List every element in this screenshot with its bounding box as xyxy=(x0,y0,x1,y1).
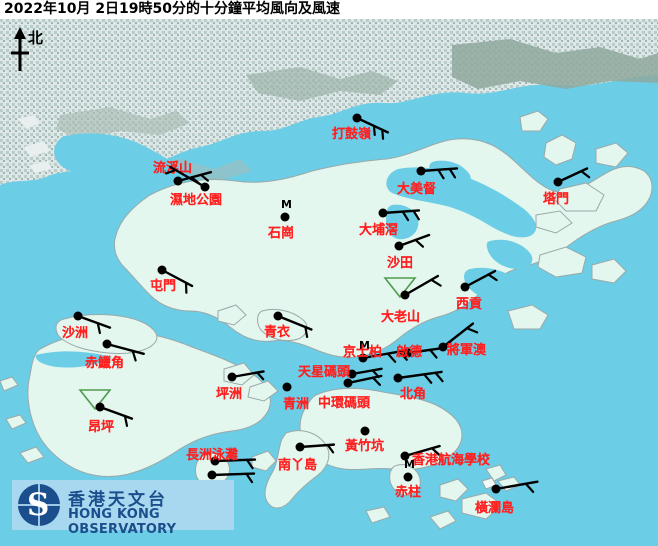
station-marker-dot xyxy=(103,340,111,348)
wind-barb xyxy=(355,116,390,140)
logo-name-en: HONG KONG OBSERVATORY xyxy=(68,507,177,537)
station-label-stanley: 赤柱 xyxy=(395,485,422,500)
wind-barb xyxy=(160,268,194,294)
station-label-wetland-park: 濕地公園 xyxy=(170,193,223,208)
wind-barb xyxy=(346,374,383,386)
m-marker: M xyxy=(281,198,292,211)
station-marker-dot xyxy=(208,471,216,479)
station-marker-dot xyxy=(461,283,469,291)
map-canvas[interactable]: 北 流浮山濕地公園M石崗打鼓嶺大美督大埔滘沙田塔門屯門青衣大老山西貢M京士柏啟德… xyxy=(0,19,658,546)
station-marker-dot xyxy=(361,427,369,435)
wind-barb xyxy=(98,405,134,427)
station-label-tai-mei-tuk: 大美督 xyxy=(397,182,437,197)
radar-triangle-icon xyxy=(78,389,112,411)
station-label-chek-lap-kok: 赤鱲角 xyxy=(85,356,125,371)
wind-barb xyxy=(213,458,257,470)
wind-barb xyxy=(105,342,145,362)
station-marker-dot xyxy=(74,312,82,320)
wind-barb xyxy=(403,444,441,458)
wind-barb xyxy=(441,322,479,349)
wind-barb xyxy=(419,167,459,180)
station-label-green-island: 青洲 xyxy=(283,397,310,412)
wind-barb xyxy=(494,480,539,494)
station-label-tseung-kwan-o: 將軍澳 xyxy=(447,343,487,358)
station-label-sha-chau: 沙洲 xyxy=(62,326,89,341)
station-label-tap-mun: 塔門 xyxy=(543,192,570,207)
m-marker: M xyxy=(359,339,370,352)
station-marker-dot xyxy=(379,209,387,217)
hko-swirl-logo-icon: S xyxy=(18,484,60,526)
wind-barb xyxy=(403,274,442,297)
station-marker-dot xyxy=(353,114,361,122)
station-marker-dot xyxy=(401,452,409,460)
station-marker-dot xyxy=(348,370,356,378)
station-label-star-ferry: 天星碼頭 xyxy=(298,365,351,380)
wind-barb xyxy=(406,346,445,359)
station-marker-dot xyxy=(274,312,282,320)
station-marker-dot xyxy=(417,167,425,175)
station-label-peng-chau: 坪洲 xyxy=(216,387,243,402)
station-label-shek-kong: 石崗 xyxy=(268,226,295,241)
station-marker-dot xyxy=(228,373,236,381)
north-label: 北 xyxy=(28,29,44,47)
station-label-sai-kung: 西貢 xyxy=(456,297,483,312)
map-geography xyxy=(0,19,658,546)
wind-barb xyxy=(556,167,591,184)
station-marker-dot xyxy=(283,383,291,391)
wind-barb xyxy=(397,233,431,248)
station-marker-dot xyxy=(554,178,562,186)
station-marker-dot xyxy=(344,379,352,387)
station-label-kings-park: 京士柏 xyxy=(343,345,383,360)
radar-triangle-icon xyxy=(383,277,417,299)
wind-barb xyxy=(76,314,112,335)
station-label-tates-cairn: 大老山 xyxy=(381,310,421,325)
wind-barb xyxy=(463,269,498,289)
station-marker-dot xyxy=(211,457,219,465)
north-arrow-icon xyxy=(11,27,29,71)
logo-name-zh: 香港天文台 xyxy=(68,490,168,510)
station-marker-dot xyxy=(281,213,289,221)
station-label-central-pier: 中環碼頭 xyxy=(318,396,371,411)
station-marker-dot xyxy=(404,349,412,357)
wind-barb xyxy=(165,165,207,189)
station-marker-dot xyxy=(439,343,447,351)
station-label-north-point: 北角 xyxy=(400,387,427,402)
station-label-ngong-ping: 昂坪 xyxy=(88,420,115,435)
station-label-sha-tin: 沙田 xyxy=(387,256,414,271)
station-label-sea-school: 香港航海學校 xyxy=(412,453,491,468)
station-marker-dot xyxy=(158,266,166,274)
page-title: 2022年10月 2日19時50分的十分鐘平均風向及風速 xyxy=(4,1,341,17)
station-label-tuen-mun: 屯門 xyxy=(150,279,177,294)
station-label-kai-tak: 啟德 xyxy=(396,345,423,360)
station-label-ta-kwu-ling: 打鼓嶺 xyxy=(332,127,372,142)
title-bar: 2022年10月 2日19時50分的十分鐘平均風向及風速 xyxy=(0,0,658,19)
station-marker-dot xyxy=(395,242,403,250)
station-label-tsing-yi: 青衣 xyxy=(264,325,291,340)
wind-barb xyxy=(361,349,408,363)
hko-logo: S 香港天文台 HONG KONG OBSERVATORY xyxy=(12,480,234,537)
station-marker-dot xyxy=(296,443,304,451)
station-marker-dot xyxy=(359,354,367,362)
station-label-lamma-island: 南丫島 xyxy=(278,458,318,473)
wind-barb xyxy=(230,370,265,381)
m-marker: M xyxy=(404,458,415,471)
wind-barb xyxy=(381,209,421,222)
station-marker-dot xyxy=(201,183,209,191)
station-marker-dot xyxy=(96,403,104,411)
wind-barb xyxy=(396,370,444,384)
station-label-tai-po-kau: 大埔滘 xyxy=(359,223,399,238)
station-label-cheung-chau-beach: 長洲泳灘 xyxy=(186,448,239,463)
station-marker-dot xyxy=(404,473,412,481)
station-marker-dot xyxy=(174,177,182,185)
wind-barb xyxy=(298,443,336,454)
station-label-wong-chuk-hang: 黃竹坑 xyxy=(345,439,385,454)
north-arrow: 北 xyxy=(6,25,52,77)
station-label-waglan-island: 橫瀾島 xyxy=(475,501,515,516)
wind-barb xyxy=(276,314,313,339)
station-marker-dot xyxy=(492,485,500,493)
station-marker-dot xyxy=(401,291,409,299)
wind-barb xyxy=(210,472,256,484)
station-marker-dot xyxy=(394,374,402,382)
